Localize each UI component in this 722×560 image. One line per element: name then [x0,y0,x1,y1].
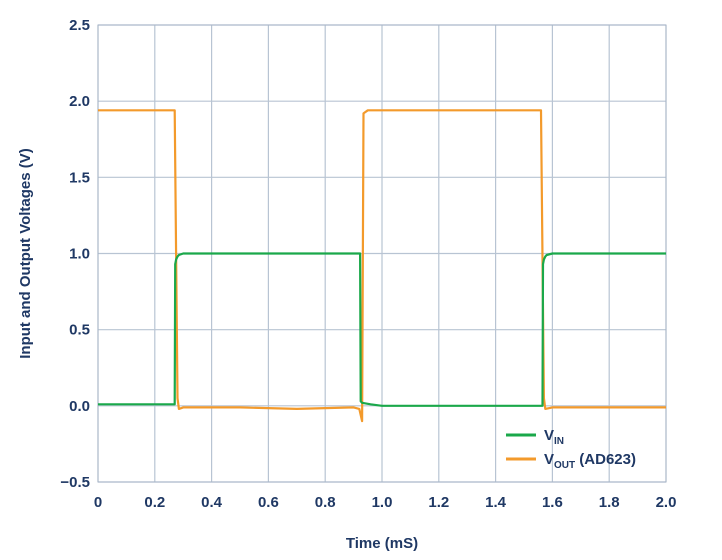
y-tick-label: −0.5 [60,474,90,491]
x-tick-label: 0.6 [258,494,279,511]
x-axis-title: Time (mS) [346,535,418,552]
x-tick-label: 1.8 [599,494,620,511]
y-axis-ticks: 2.5 2.0 1.5 1.0 0.5 0.0 −0.5 [60,17,90,491]
x-tick-label: 0.4 [201,494,223,511]
legend-label: VIN [544,427,564,447]
x-tick-label: 1.6 [542,494,563,511]
series-line-in [98,252,666,407]
legend-label: VOUT (AD623) [544,451,636,471]
y-tick-label: 1.5 [69,169,90,186]
y-axis-title: Input and Output Voltages (V) [17,148,34,359]
y-tick-label: 2.5 [69,17,90,34]
x-tick-label: 1.4 [485,494,507,511]
y-tick-label: 0.5 [69,322,90,339]
x-tick-label: 2.0 [656,494,677,511]
y-tick-label: 0.0 [69,398,90,415]
series-line-out [98,109,666,423]
x-tick-label: 0.2 [144,494,165,511]
x-tick-label: 0.8 [315,494,336,511]
y-tick-label: 2.0 [69,93,90,110]
x-tick-label: 1.2 [428,494,449,511]
x-tick-label: 0 [94,494,102,511]
x-tick-label: 1.0 [372,494,393,511]
legend: VIN VOUT (AD623) [506,427,636,471]
x-axis-ticks: 0 0.2 0.4 0.6 0.8 1.0 1.2 1.4 1.6 1.8 2.0 [94,494,677,511]
y-tick-label: 1.0 [69,246,90,263]
series-layer [98,109,666,423]
